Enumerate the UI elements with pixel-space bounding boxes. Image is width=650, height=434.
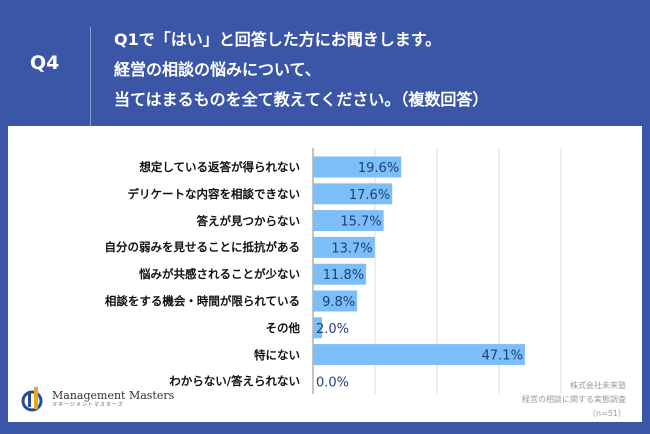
category-label: 想定している返答が得られない	[139, 160, 300, 174]
value-label: 9.8%	[322, 295, 355, 310]
category-label: その他	[265, 320, 301, 335]
value-label: 2.0%	[316, 322, 349, 337]
logo-mark-icon	[21, 387, 43, 412]
question-line-2: 経営の相談の悩みについて、	[114, 60, 321, 79]
logo-text: Management Masters	[52, 389, 175, 402]
sample-size: （n=51）	[588, 409, 626, 418]
category-label: 相談をする機会・時間が限られている	[104, 294, 300, 308]
logo-subtext: マネージメントマスターズ	[52, 402, 124, 408]
source-company: 株式会社未来塾	[570, 381, 626, 390]
logo: Management Masters マネージメントマスターズ	[20, 385, 174, 413]
category-label: デリケートな内容を相談できない	[127, 186, 301, 201]
question-number: Q4	[30, 52, 60, 74]
divider	[90, 27, 91, 131]
bar	[313, 236, 375, 258]
category-label: わからない/答えられない	[169, 374, 300, 389]
value-label: 13.7%	[331, 241, 372, 256]
value-label: 11.8%	[323, 268, 364, 283]
value-label: 0.0%	[316, 375, 349, 390]
bar	[313, 183, 393, 205]
bar	[313, 344, 525, 366]
question-line-1: Q1で「はい」と回答した方にお聞きします。	[114, 30, 442, 49]
bar	[313, 263, 367, 285]
bar	[313, 290, 358, 312]
bar-chart: 19.6% 17.6% 15.7% 13.7% 11.8% 9.8% 2.0% 47.1% 0.…	[312, 148, 562, 394]
category-label: 答えが見つからない	[196, 213, 301, 228]
chart-panel: 19.6% 17.6% 15.7% 13.7% 11.8% 9.8% 2.0% 47.1% 0.…	[8, 126, 642, 422]
value-label: 19.6%	[358, 161, 399, 176]
question-line-3: 当てはまるものを全て教えてください。（複数回答）	[114, 90, 489, 109]
value-label: 47.1%	[482, 349, 523, 364]
bar	[313, 156, 402, 178]
category-label: 悩みが共感されることが少ない	[139, 267, 300, 282]
category-label: 特にない	[254, 347, 300, 362]
value-label: 17.6%	[349, 188, 390, 203]
source-survey: 経営の相談に関する実態調査	[522, 395, 626, 404]
category-label: 自分の弱みを見せることに抵抗がある	[104, 240, 301, 255]
bar	[313, 210, 384, 232]
bar	[313, 317, 322, 339]
value-label: 15.7%	[340, 215, 381, 230]
